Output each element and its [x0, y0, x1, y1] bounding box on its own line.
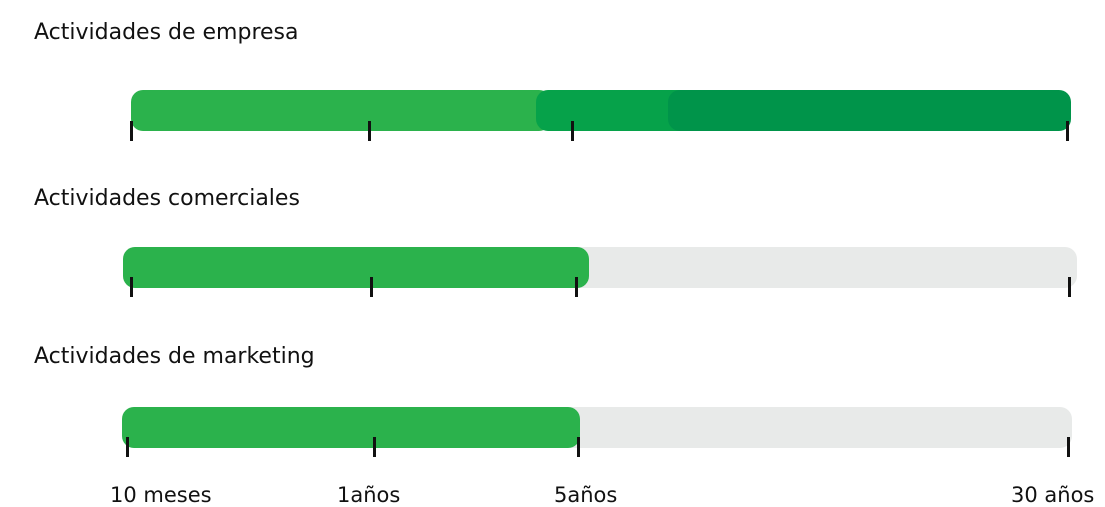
tick-empresa-5-anos: [571, 121, 574, 141]
tick-comerciales-10-meses: [130, 277, 133, 297]
row-title-comerciales: Actividades comerciales: [34, 186, 300, 211]
tick-marketing-10-meses: [126, 437, 129, 457]
tick-marketing-1-anos: [373, 437, 376, 457]
tick-comerciales-1-anos: [370, 277, 373, 297]
tick-comerciales-30-anos: [1068, 277, 1071, 297]
bar-empresa-dark: [668, 90, 1071, 131]
tick-comerciales-5-anos: [575, 277, 578, 297]
tick-empresa-1-anos: [368, 121, 371, 141]
bar-comerciales-light: [123, 247, 589, 288]
tick-marketing-30-anos: [1067, 437, 1070, 457]
bar-empresa-light: [131, 90, 551, 131]
axis-label-30-anos: 30 años: [1011, 483, 1095, 507]
row-title-empresa: Actividades de empresa: [34, 20, 299, 45]
axis-label-10-meses: 10 meses: [110, 483, 212, 507]
tick-empresa-10-meses: [130, 121, 133, 141]
axis-label-1-anos: 1años: [337, 483, 401, 507]
tick-marketing-5-anos: [577, 437, 580, 457]
axis-label-5-anos: 5años: [554, 483, 618, 507]
row-title-marketing: Actividades de marketing: [34, 344, 315, 369]
tick-empresa-30-anos: [1066, 121, 1069, 141]
bar-marketing-light: [122, 407, 580, 448]
